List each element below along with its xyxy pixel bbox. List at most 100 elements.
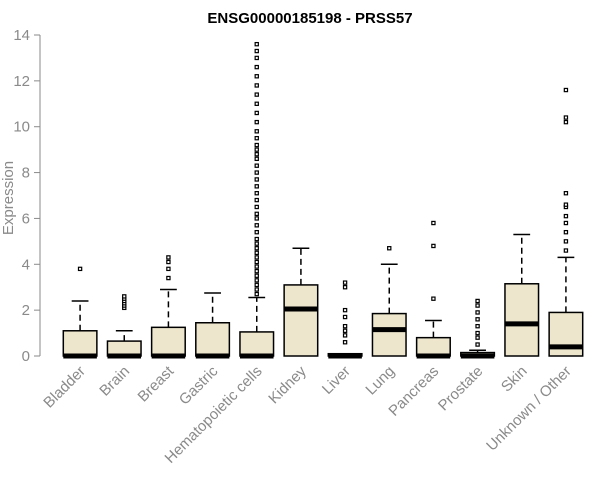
- box: [150, 326, 186, 357]
- outlier-point: [254, 177, 259, 182]
- outlier-point: [254, 259, 259, 265]
- box-group: [504, 233, 540, 357]
- outlier-point: [342, 328, 348, 333]
- y-axis: 0 2 4 6 8 10 12 14: [13, 27, 41, 365]
- outlier-point: [254, 291, 259, 297]
- y-tick-label: 6: [22, 210, 30, 227]
- outlier-point: [563, 119, 569, 125]
- outlier-point: [475, 330, 480, 336]
- outlier-point: [254, 229, 259, 235]
- outlier-point: [254, 83, 259, 88]
- outlier-point: [254, 268, 259, 274]
- outlier-point: [254, 163, 259, 168]
- box-group: [150, 255, 186, 359]
- box-group: [239, 41, 275, 359]
- outlier-point: [431, 220, 436, 226]
- x-tick-label: Kidney: [265, 362, 310, 407]
- outlier-point: [254, 191, 259, 196]
- outlier-point: [254, 197, 259, 203]
- outlier-point: [254, 264, 259, 269]
- outlier-point: [563, 202, 569, 207]
- outlier-point: [254, 273, 259, 278]
- box: [62, 330, 98, 357]
- outlier-point: [342, 340, 348, 345]
- outlier-point: [254, 236, 259, 242]
- outlier-point: [166, 275, 171, 281]
- box: [548, 311, 584, 357]
- outlier-point: [475, 303, 480, 308]
- outlier-point: [563, 115, 569, 120]
- chart-title: ENSG00000185198 - PRSS57: [207, 10, 412, 27]
- box-group: [106, 294, 142, 359]
- box-group: [327, 280, 363, 359]
- y-tick-label: 0: [22, 348, 30, 365]
- box: [195, 322, 231, 357]
- box: [371, 312, 407, 357]
- x-tick-label: Breast: [135, 362, 178, 405]
- y-tick-label: 4: [22, 256, 30, 273]
- outlier-point: [254, 110, 259, 116]
- x-tick-label: Brain: [96, 363, 133, 400]
- box-group: [195, 292, 231, 359]
- outlier-point: [431, 296, 436, 301]
- outlier-point: [475, 342, 480, 347]
- outlier-point: [475, 317, 480, 322]
- box-group: [460, 298, 496, 359]
- outlier-point: [254, 223, 259, 228]
- box: [504, 283, 540, 357]
- outlier-point: [166, 266, 171, 272]
- x-tick-label: Bladder: [40, 363, 89, 412]
- outlier-point: [122, 294, 127, 299]
- outlier-point: [475, 335, 480, 340]
- outlier-point: [254, 92, 259, 97]
- x-tick-label: Liver: [319, 363, 354, 398]
- outlier-point: [475, 323, 480, 329]
- outlier-point: [254, 147, 259, 152]
- outlier-point: [342, 323, 348, 329]
- box: [283, 284, 319, 357]
- box: [239, 331, 275, 357]
- x-tick-label: Lung: [362, 363, 398, 399]
- y-tick-label: 8: [22, 165, 30, 182]
- outlier-point: [254, 282, 259, 288]
- outlier-point: [254, 278, 259, 283]
- outlier-point: [254, 135, 259, 141]
- outlier-point: [254, 170, 259, 175]
- outlier-point: [254, 250, 259, 256]
- box-group: [371, 246, 407, 357]
- outlier-point: [563, 248, 569, 253]
- box-group: [283, 247, 319, 357]
- outlier-point: [342, 333, 348, 338]
- y-tick-label: 14: [13, 27, 30, 44]
- x-tick-label: Skin: [498, 363, 531, 396]
- outlier-point: [254, 48, 259, 54]
- box: [415, 336, 451, 357]
- x-tick-label: Prostate: [435, 363, 487, 415]
- outlier-point: [254, 216, 259, 221]
- outlier-point: [254, 74, 259, 79]
- outlier-point: [254, 246, 259, 251]
- outlier-point: [342, 307, 348, 313]
- outlier-point: [77, 266, 83, 272]
- outlier-point: [563, 213, 569, 219]
- outlier-point: [254, 152, 259, 157]
- boxes-layer: [62, 41, 584, 359]
- box-group: [548, 87, 584, 357]
- outlier-point: [475, 298, 480, 304]
- outlier-point: [166, 259, 171, 265]
- outlier-point: [563, 220, 569, 226]
- y-tick-label: 2: [22, 302, 30, 319]
- outlier-point: [254, 255, 259, 260]
- outlier-point: [387, 246, 392, 251]
- outlier-point: [254, 241, 259, 246]
- outlier-point: [342, 285, 348, 290]
- box-group: [415, 220, 451, 359]
- outlier-point: [254, 204, 259, 210]
- y-tick-label: 12: [13, 73, 30, 90]
- outlier-point: [254, 64, 259, 70]
- y-axis-label: Expression: [0, 161, 17, 235]
- y-tick-label: 10: [13, 119, 30, 136]
